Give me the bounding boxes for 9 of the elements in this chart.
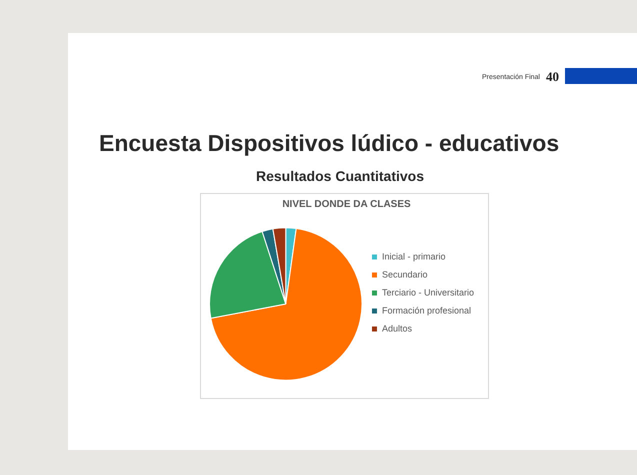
chart-subtitle: Resultados Cuantitativos	[254, 168, 426, 184]
text: Encuesta Dispositivos lúdico - educativos	[99, 130, 560, 157]
text: 40	[546, 69, 559, 85]
legend-label: Terciario - Universitario	[382, 287, 474, 298]
legend-label: Formación profesional	[382, 305, 472, 316]
chart-title: NIVEL DONDE DA CLASES	[282, 198, 411, 210]
legend-label: Secundario	[382, 269, 428, 280]
legend-label: Adultos	[382, 323, 412, 334]
legend-label: Inicial - primario	[382, 251, 446, 262]
